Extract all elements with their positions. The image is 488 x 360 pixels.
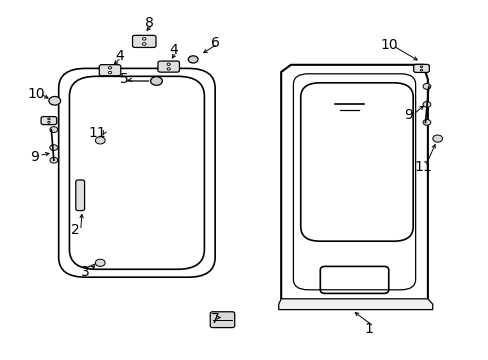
Text: 3: 3 <box>81 265 90 279</box>
Circle shape <box>167 68 170 70</box>
Circle shape <box>167 63 170 66</box>
Circle shape <box>142 43 146 45</box>
Text: 11: 11 <box>413 161 431 174</box>
Circle shape <box>49 96 61 105</box>
Circle shape <box>50 145 58 150</box>
Circle shape <box>50 127 58 132</box>
Text: 7: 7 <box>210 312 219 325</box>
PathPatch shape <box>278 299 432 310</box>
Text: 4: 4 <box>115 49 124 63</box>
Circle shape <box>188 56 198 63</box>
Circle shape <box>150 77 162 85</box>
Circle shape <box>420 69 422 71</box>
Circle shape <box>422 84 430 89</box>
FancyBboxPatch shape <box>413 64 428 72</box>
Circle shape <box>432 135 442 142</box>
Text: 2: 2 <box>71 224 80 237</box>
Circle shape <box>422 102 430 107</box>
Circle shape <box>422 120 430 125</box>
FancyBboxPatch shape <box>210 312 234 328</box>
Circle shape <box>48 118 50 120</box>
Circle shape <box>95 137 105 144</box>
Circle shape <box>95 259 105 266</box>
Text: 9: 9 <box>30 150 39 163</box>
FancyBboxPatch shape <box>158 61 179 72</box>
FancyBboxPatch shape <box>132 35 156 48</box>
Circle shape <box>108 71 111 74</box>
Text: 6: 6 <box>210 36 219 50</box>
Circle shape <box>142 37 146 40</box>
FancyBboxPatch shape <box>99 65 121 76</box>
Circle shape <box>108 67 111 69</box>
FancyBboxPatch shape <box>41 117 57 125</box>
Text: 1: 1 <box>364 323 373 336</box>
Text: 11: 11 <box>89 126 106 140</box>
Text: 10: 10 <box>28 87 45 100</box>
FancyBboxPatch shape <box>76 180 84 211</box>
Text: 4: 4 <box>169 44 178 57</box>
Circle shape <box>48 121 50 123</box>
Circle shape <box>420 66 422 68</box>
Circle shape <box>50 157 58 163</box>
Text: 10: 10 <box>379 38 397 52</box>
Text: 5: 5 <box>120 72 129 86</box>
Text: 9: 9 <box>403 108 412 122</box>
Text: 8: 8 <box>144 17 153 30</box>
